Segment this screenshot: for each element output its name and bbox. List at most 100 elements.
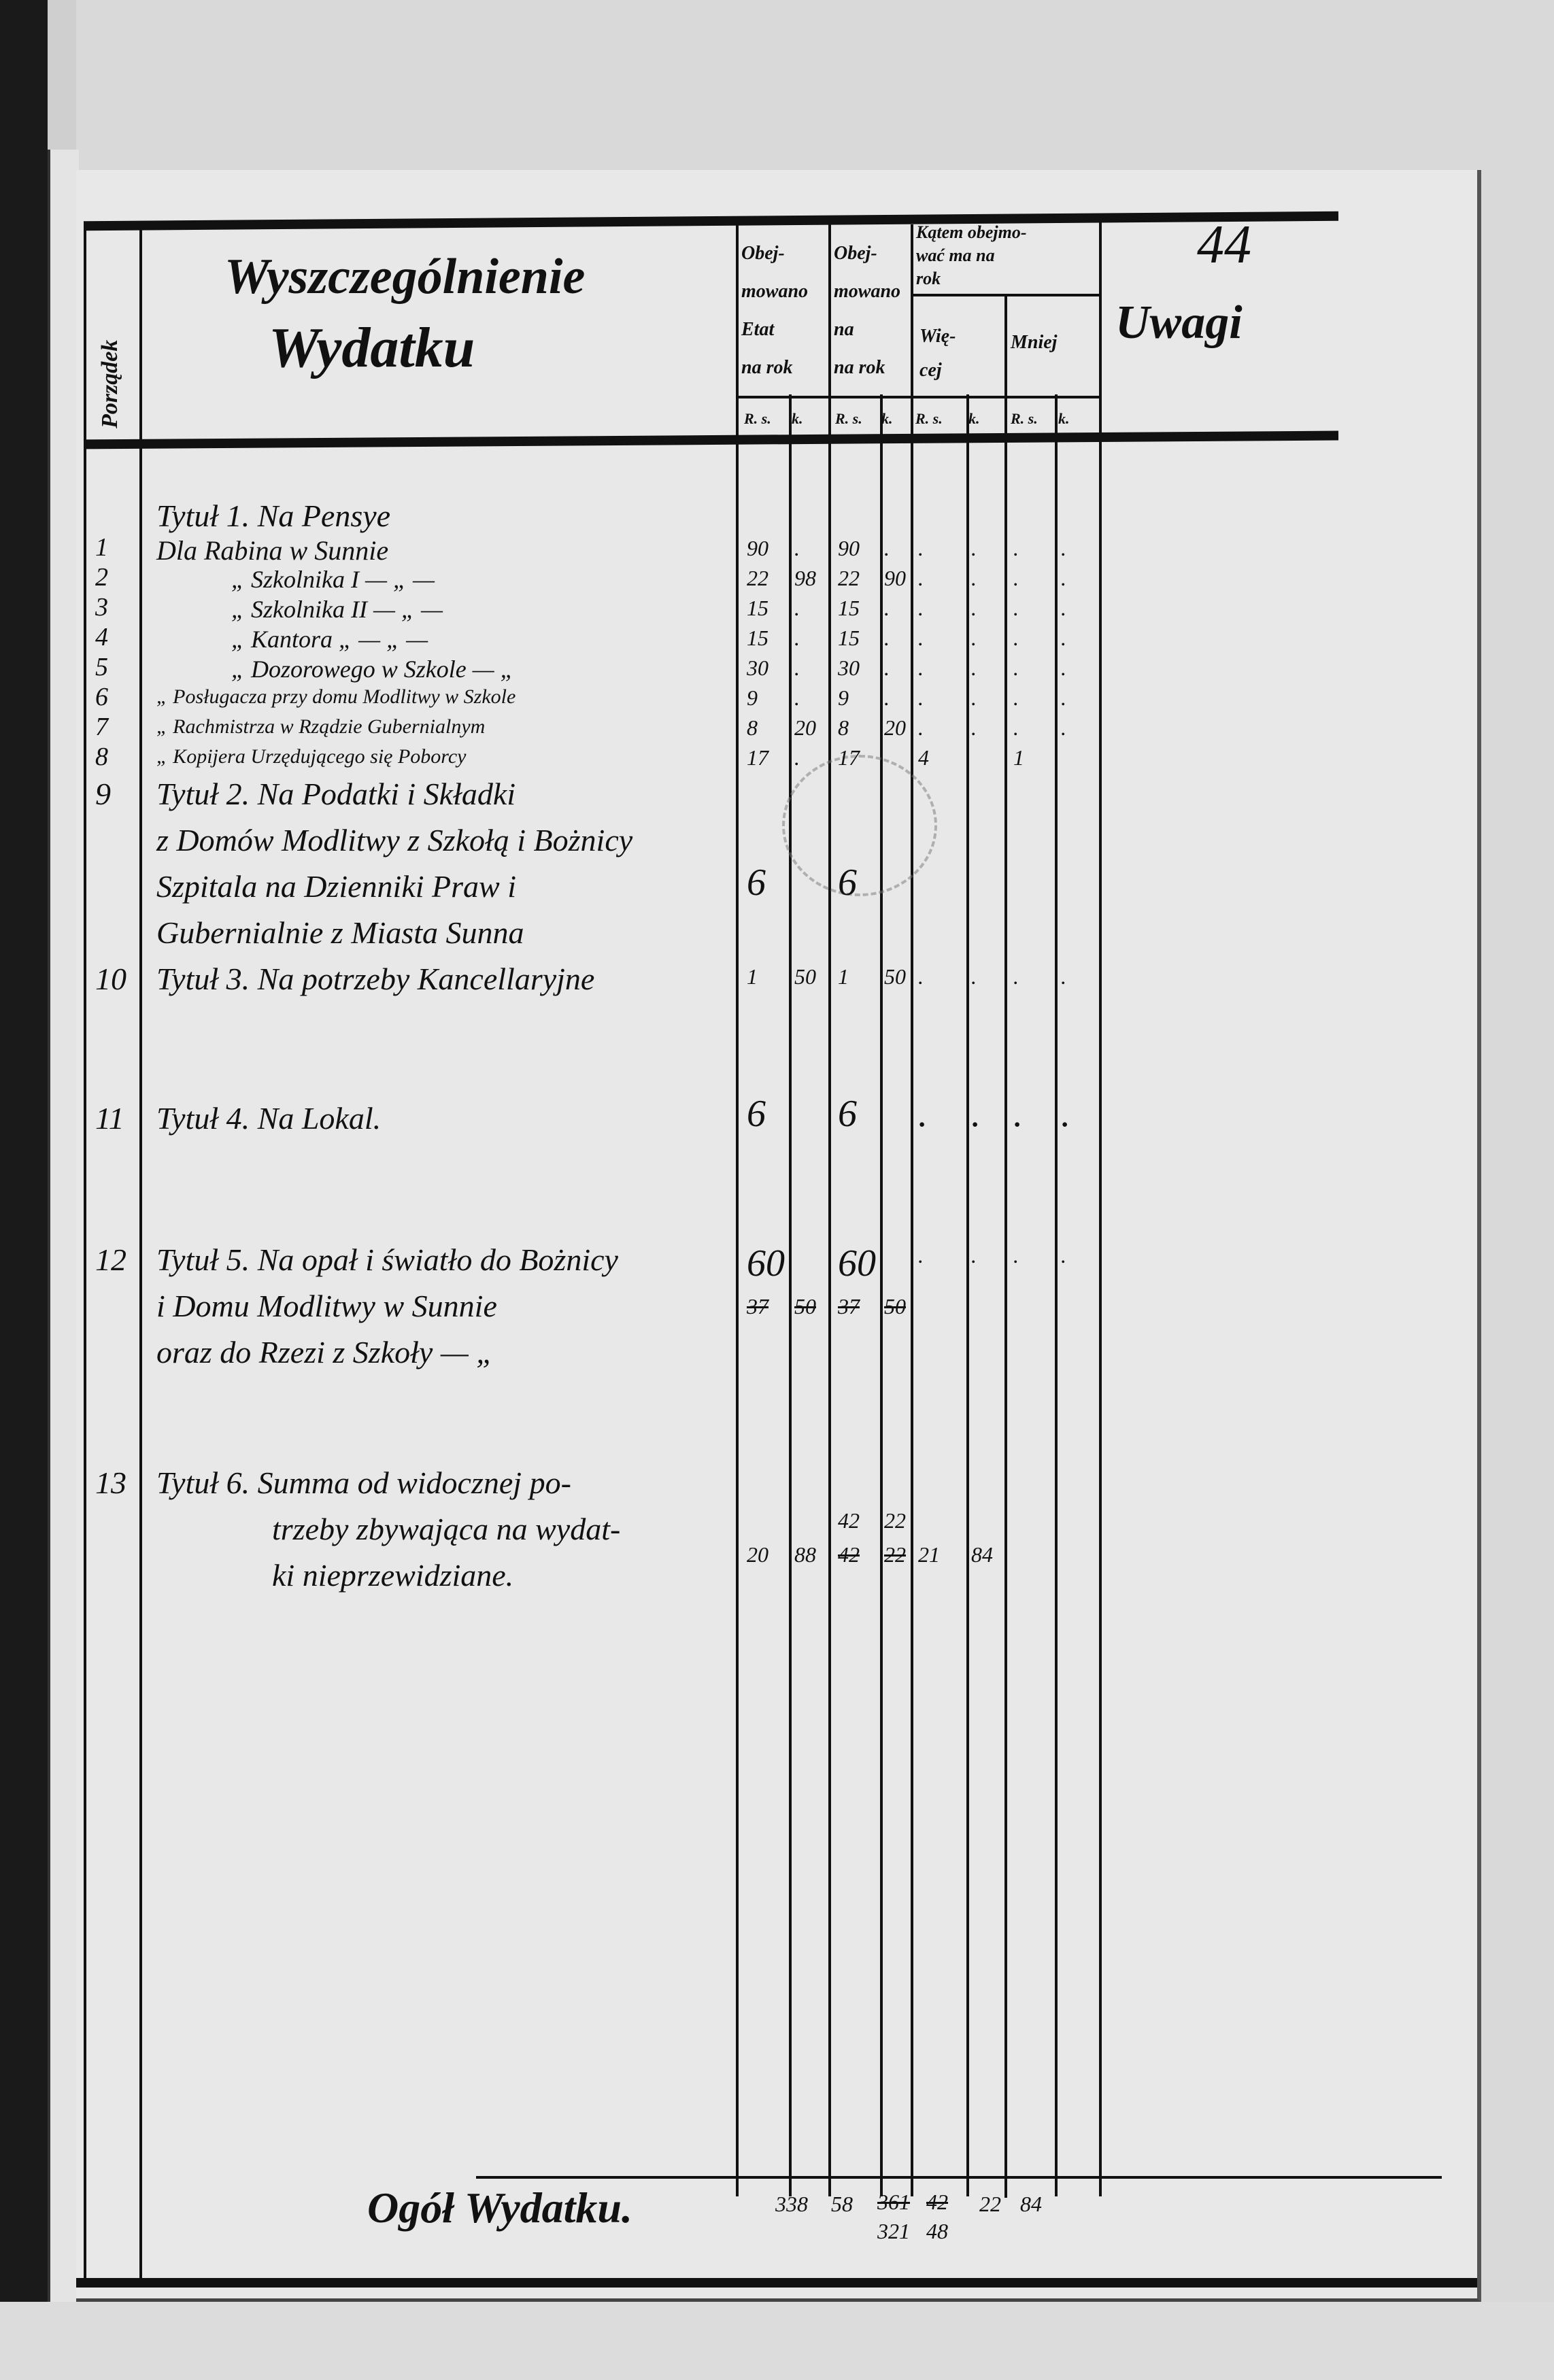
header-line: Wię-: [919, 326, 956, 347]
order-col-header: Porządek: [97, 339, 122, 428]
row-number: 12: [95, 1242, 126, 1277]
amount-cell: 8: [747, 715, 758, 740]
proposed-col-header: Obej-mowano na na rok: [834, 235, 900, 387]
total-amount: 22: [979, 2192, 1001, 2216]
amount-cell: 4: [918, 745, 929, 770]
amount-cell: 42: [838, 1508, 860, 1533]
total-rule: [476, 2176, 1442, 2179]
amount-cell: 21: [918, 1542, 940, 1567]
row-description: oraz do Rzezi z Szkoły — „: [156, 1335, 494, 1370]
remarks-header: Uwagi: [1115, 296, 1243, 349]
amount-cell: .: [971, 1093, 981, 1135]
amount-cell: 8: [838, 715, 849, 740]
col-rule: [1004, 294, 1007, 2198]
row-description: „ Posługacza przy domu Modlitwy w Szkole: [156, 685, 516, 708]
amount-cell: .: [918, 1243, 924, 1268]
row-description: Tytuł 6. Summa od widocznej po-: [156, 1465, 571, 1500]
amount-cell: .: [918, 1093, 928, 1135]
amount-cell: 6: [838, 1093, 857, 1135]
amount-cell: .: [971, 964, 977, 989]
amount-cell: .: [1061, 536, 1066, 560]
amount-cell: .: [884, 656, 890, 680]
row-description: Tytuł 1. Na Pensye: [156, 498, 391, 533]
struck-amount: 50: [884, 1294, 906, 1319]
row-description: Tytuł 2. Na Podatki i Składki: [156, 777, 516, 811]
amount-cell: .: [1013, 1093, 1023, 1135]
amount-cell: 22: [884, 1508, 906, 1533]
table-bottom-rule: [76, 2278, 1477, 2288]
amount-cell: 30: [838, 656, 860, 680]
row-number: 3: [95, 593, 108, 622]
amount-cell: .: [1061, 1243, 1066, 1268]
struck-amount: 42: [838, 1542, 860, 1567]
total-amount: 58: [831, 2192, 853, 2216]
amount-cell: .: [794, 536, 800, 560]
row-description: i Domu Modlitwy w Sunnie: [156, 1289, 497, 1323]
amount-cell: .: [1061, 715, 1066, 740]
header-line: wać ma na: [916, 245, 995, 265]
amount-cell: 84: [971, 1542, 993, 1567]
row-number: 10: [95, 962, 126, 996]
amount-cell: .: [1061, 1093, 1070, 1135]
row-description: „ Rachmistrza w Rządzie Gubernialnym: [156, 715, 486, 738]
row-description: z Domów Modlitwy z Szkołą i Bożnicy: [156, 823, 633, 857]
unit-label: k.: [968, 410, 980, 427]
amount-cell: .: [918, 596, 924, 620]
amount-cell: .: [1061, 596, 1066, 620]
official-stamp: [782, 755, 937, 896]
less-col-header: Mniej: [1011, 332, 1058, 353]
total-amount: 48: [926, 2219, 948, 2243]
amount-cell: 50: [794, 964, 816, 989]
struck-amount: 22: [884, 1542, 906, 1567]
header-line: na rok: [741, 357, 793, 378]
amount-cell: .: [1061, 656, 1066, 680]
amount-cell: 20: [794, 715, 816, 740]
struck-total: 361: [877, 2190, 910, 2214]
header-line: cej: [919, 360, 942, 381]
amount-cell: .: [1013, 626, 1019, 650]
row-description: Szpitala na Dzienniki Praw i: [156, 869, 516, 904]
amount-cell: 22: [747, 566, 768, 590]
amount-cell: 20: [884, 715, 906, 740]
amount-cell: 6: [747, 1093, 766, 1135]
row-number: 8: [95, 743, 108, 771]
amount-cell: .: [971, 656, 977, 680]
amount-cell: .: [1061, 964, 1066, 989]
row-description: Tytuł 4. Na Lokal.: [156, 1101, 382, 1136]
amount-cell: .: [884, 536, 890, 560]
row-number: 13: [95, 1465, 126, 1500]
amount-cell: .: [794, 626, 800, 650]
row-description: „ Kopijera Urzędującego się Poborcy: [156, 745, 467, 768]
binding-edge: [0, 0, 48, 2380]
row-number: 6: [95, 683, 108, 711]
amount-cell: .: [1061, 626, 1066, 650]
struck-total: 42: [926, 2190, 948, 2214]
col-rule: [1055, 394, 1058, 2196]
more-col-header: Wię-cej: [919, 320, 956, 388]
amount-cell: 90: [884, 566, 906, 590]
amount-cell: .: [971, 715, 977, 740]
amount-cell: 9: [838, 685, 849, 710]
subheader-rule: [736, 396, 1099, 398]
amount-cell: .: [918, 656, 924, 680]
row-description: Dla Rabina w Sunnie: [156, 535, 389, 566]
header-line: na: [834, 319, 854, 340]
col-rule: [828, 224, 831, 2196]
amount-cell: .: [971, 536, 977, 560]
row-description: trzeby zbywająca na wydat-: [272, 1512, 621, 1546]
struck-amount: 37: [838, 1294, 860, 1319]
amount-cell: 90: [747, 536, 768, 560]
row-number: 2: [95, 563, 108, 592]
unit-label: k.: [792, 410, 803, 427]
row-description: „ Szkolnika II — „ —: [231, 596, 443, 623]
header-line: mowano: [834, 281, 901, 302]
row-description: Gubernialnie z Miasta Sunna: [156, 915, 524, 950]
amount-cell: 9: [747, 685, 758, 710]
total-label: Ogół Wydatku.: [367, 2183, 632, 2232]
header-line: mowano: [741, 281, 809, 302]
amount-cell: 60: [838, 1242, 876, 1285]
amount-cell: .: [971, 566, 977, 590]
amount-cell: .: [794, 685, 800, 710]
amount-cell: .: [884, 626, 890, 650]
amount-cell: .: [971, 596, 977, 620]
